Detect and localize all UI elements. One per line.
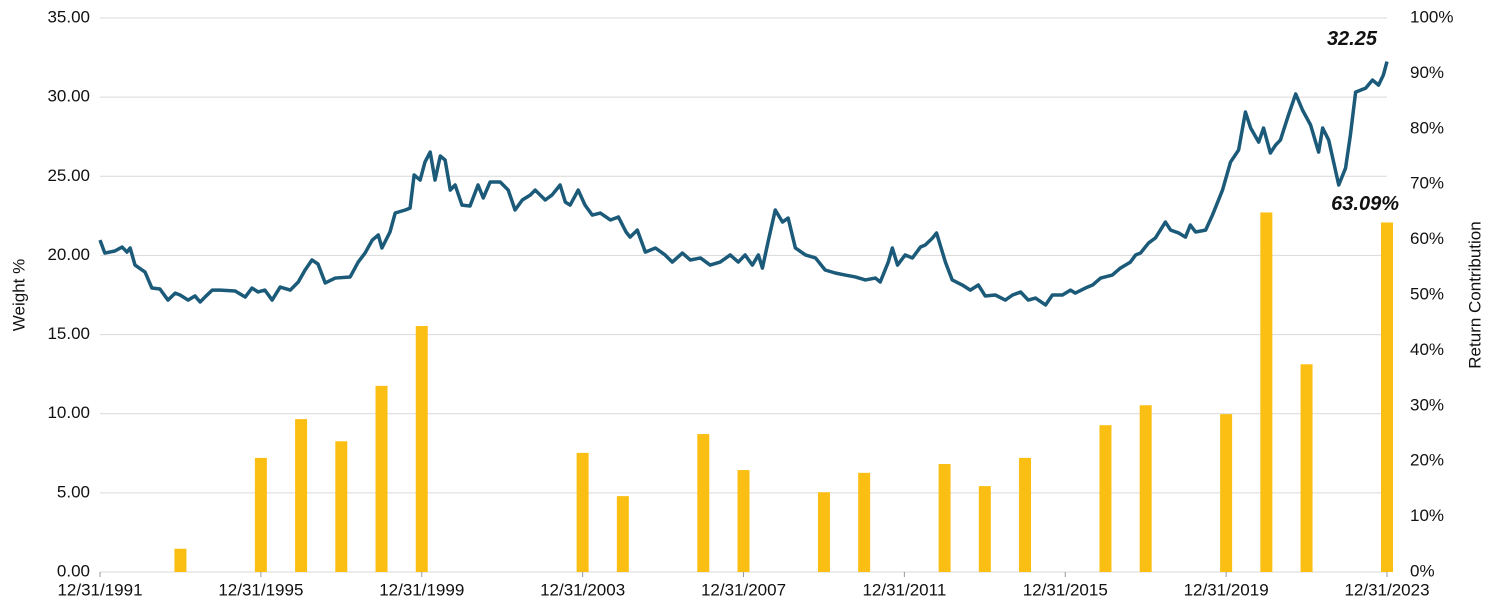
bar [858,472,871,572]
bar [1300,364,1313,572]
y-tick-label: 0.00 [57,561,90,580]
bar [295,419,308,572]
y-tick-label: 5.00 [57,482,90,501]
bar [1099,425,1112,572]
y2-tick-label: 80% [1410,118,1444,137]
y2-tick-label: 90% [1410,63,1444,82]
bar [576,452,589,572]
value-label: 63.09% [1331,193,1399,215]
y2-tick-label: 50% [1410,284,1444,303]
bar [174,548,187,572]
bar [1220,414,1233,572]
y2-tick-label: 60% [1410,229,1444,248]
y-tick-label: 30.00 [47,87,90,106]
y2-tick-label: 100% [1410,7,1453,26]
x-tick-label: 12/31/2023 [1344,580,1429,599]
y-tick-label: 20.00 [47,245,90,264]
y2-tick-label: 30% [1410,395,1444,414]
x-tick-label: 12/31/2015 [1023,580,1108,599]
y2-tick-label: 0% [1410,561,1435,580]
y2-tick-label: 20% [1410,451,1444,470]
x-tick-label: 12/31/1995 [218,580,303,599]
bar [1019,457,1032,572]
bar [697,434,710,572]
y2-tick-label: 40% [1410,340,1444,359]
bar [817,492,830,572]
bar [616,496,629,572]
x-tick-label: 12/31/1999 [379,580,464,599]
bar [254,457,267,572]
y-tick-label: 15.00 [47,324,90,343]
y2-tick-label: 70% [1410,174,1444,193]
bar [415,326,428,572]
bar [737,470,750,572]
x-tick-label: 12/31/1991 [57,580,142,599]
bar [938,463,951,572]
value-label: 32.25 [1327,28,1378,50]
bar [978,486,991,572]
bar [1260,212,1273,573]
y-tick-label: 35.00 [47,7,90,26]
y-tick-label: 25.00 [47,166,90,185]
x-tick-label: 12/31/2011 [862,580,946,599]
x-tick-label: 12/31/2003 [540,580,625,599]
bar [375,385,388,572]
x-tick-label: 12/31/2019 [1184,580,1269,599]
y2-tick-label: 10% [1410,506,1444,525]
y-axis-label: Weight % [9,259,28,331]
y2-axis-label: Return Contribution [1465,221,1484,368]
x-tick-label: 12/31/2007 [701,580,786,599]
bar [335,441,348,572]
bar [1139,405,1152,572]
line [98,61,1389,307]
y-tick-label: 10.00 [47,403,90,422]
bar [1381,222,1393,573]
